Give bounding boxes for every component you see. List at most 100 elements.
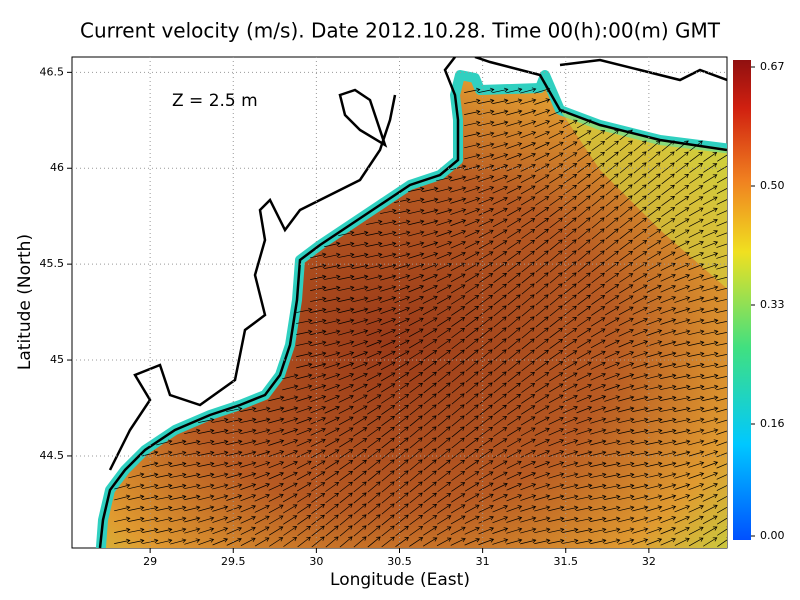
- current-arrow: [478, 131, 495, 138]
- current-arrow: [604, 339, 620, 348]
- current-arrow: [576, 406, 593, 414]
- current-arrow: [646, 494, 663, 501]
- current-arrow: [535, 360, 550, 371]
- current-arrow: [479, 460, 494, 470]
- current-arrow: [660, 273, 676, 282]
- current-arrow: [437, 504, 452, 514]
- current-arrow: [492, 87, 509, 94]
- current-arrow: [590, 472, 607, 479]
- current-arrow: [367, 492, 381, 504]
- current-arrow: [450, 262, 466, 271]
- current-arrow: [395, 492, 409, 504]
- current-arrow: [408, 274, 425, 282]
- current-arrow: [465, 460, 480, 470]
- current-arrow: [507, 316, 521, 328]
- current-arrow: [520, 472, 537, 480]
- current-arrow: [604, 317, 620, 327]
- current-arrow: [339, 514, 353, 526]
- current-arrow: [632, 373, 649, 380]
- current-arrow: [688, 439, 705, 446]
- current-arrow: [520, 483, 537, 491]
- current-arrow: [338, 362, 355, 370]
- current-arrow: [647, 240, 662, 250]
- current-arrow: [465, 316, 479, 328]
- current-arrow: [395, 383, 410, 393]
- current-arrow: [437, 328, 452, 338]
- x-tick-label: 29: [143, 555, 157, 568]
- current-arrow: [646, 461, 663, 468]
- current-arrow: [478, 229, 494, 239]
- current-arrow: [297, 525, 312, 537]
- current-arrow: [590, 450, 607, 457]
- current-arrow: [577, 152, 592, 162]
- current-arrow: [409, 537, 424, 547]
- current-arrow: [520, 494, 537, 501]
- current-arrow: [226, 439, 243, 446]
- current-arrow: [409, 393, 423, 405]
- current-arrow: [605, 228, 619, 240]
- current-arrow: [618, 538, 635, 545]
- current-arrow: [381, 415, 396, 426]
- current-arrow: [660, 428, 677, 434]
- current-arrow: [409, 448, 423, 460]
- current-arrow: [408, 295, 424, 304]
- current-arrow: [632, 494, 649, 501]
- current-arrow: [534, 438, 550, 447]
- current-arrow: [198, 505, 215, 512]
- current-arrow: [562, 361, 578, 371]
- x-axis-label: Longitude (East): [330, 570, 470, 590]
- current-arrow: [619, 273, 634, 283]
- current-arrow: [409, 525, 424, 536]
- current-arrow: [576, 472, 593, 479]
- current-arrow: [423, 426, 437, 438]
- current-arrow: [576, 439, 593, 446]
- current-arrow: [493, 283, 507, 295]
- current-arrow: [520, 142, 537, 150]
- current-arrow: [535, 305, 549, 317]
- current-arrow: [226, 450, 243, 457]
- current-arrow: [604, 350, 620, 359]
- current-arrow: [310, 340, 327, 347]
- current-arrow: [450, 164, 467, 171]
- current-arrow: [437, 371, 451, 383]
- current-arrow: [633, 151, 647, 163]
- current-arrow: [618, 428, 635, 435]
- current-arrow: [535, 283, 549, 295]
- current-arrow: [226, 516, 243, 524]
- current-arrow: [478, 120, 495, 127]
- current-arrow: [563, 163, 578, 173]
- current-arrow: [493, 316, 507, 328]
- current-arrow: [702, 351, 719, 357]
- current-arrow: [395, 372, 410, 382]
- current-arrow: [394, 208, 411, 214]
- current-arrow: [549, 283, 563, 295]
- current-arrow: [436, 262, 452, 271]
- x-tick-label: 29.5: [221, 555, 246, 568]
- current-arrow: [632, 384, 649, 391]
- current-arrow: [591, 261, 605, 273]
- current-arrow: [436, 526, 452, 536]
- current-arrow: [576, 339, 592, 349]
- current-arrow: [436, 252, 453, 260]
- current-arrow: [325, 471, 340, 481]
- current-arrow: [535, 294, 549, 306]
- current-arrow: [646, 295, 662, 304]
- current-arrow: [632, 538, 649, 545]
- current-arrow: [521, 283, 535, 295]
- current-arrow: [240, 406, 257, 412]
- current-arrow: [324, 329, 341, 336]
- current-arrow: [478, 251, 494, 261]
- current-arrow: [212, 472, 229, 479]
- current-arrow: [408, 197, 425, 204]
- current-arrow: [436, 273, 452, 282]
- current-arrow: [605, 284, 620, 294]
- current-arrow: [576, 383, 592, 392]
- current-arrow: [520, 131, 537, 139]
- current-arrow: [591, 217, 605, 229]
- current-arrow: [534, 120, 551, 128]
- current-arrow: [184, 505, 201, 512]
- current-arrow: [269, 537, 284, 547]
- current-arrow: [394, 317, 410, 326]
- current-arrow: [339, 503, 353, 515]
- current-arrow: [716, 309, 727, 314]
